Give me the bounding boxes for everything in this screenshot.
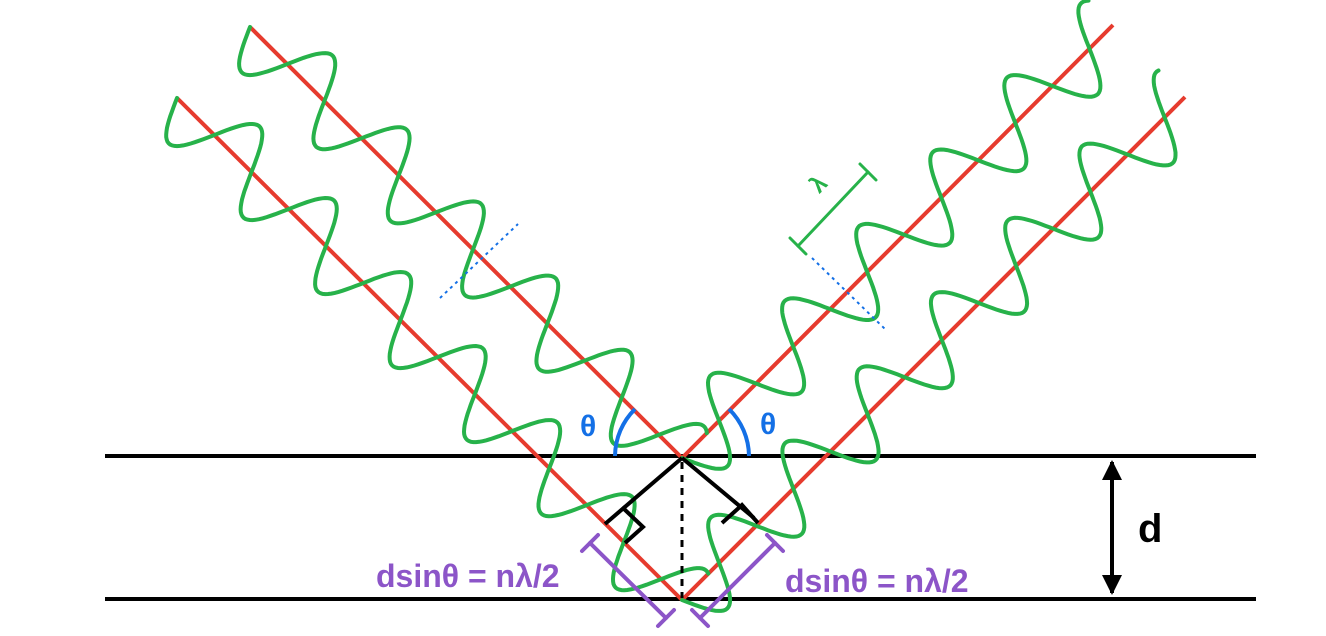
spacing-label: d — [1138, 507, 1162, 551]
theta-label-left: θ — [580, 410, 596, 443]
right-angle-right — [720, 502, 760, 525]
wavelength-label: λ — [804, 170, 833, 199]
theta-arc-right — [727, 407, 751, 457]
path-difference-label-left: dsinθ = nλ/2 — [376, 558, 560, 594]
reflected-wave-top — [680, 0, 1103, 471]
path-difference-label-right: dsinθ = nλ/2 — [785, 563, 969, 599]
perpendicular-left — [603, 456, 684, 526]
incident-wave-top — [237, 25, 709, 448]
reflected-wavefront — [811, 257, 887, 331]
reflected-wave-bottom — [680, 68, 1178, 613]
wavelength-bracket — [788, 162, 878, 256]
right-angle-left — [620, 505, 646, 545]
reflected-ray-top — [680, 23, 1115, 460]
theta-label-right: θ — [760, 408, 776, 441]
rays — [175, 23, 1187, 602]
path-bracket-left — [588, 541, 668, 620]
waves — [164, 0, 1178, 613]
path-bracket-right — [698, 541, 777, 620]
incident-ray-bottom — [175, 96, 684, 602]
incident-ray-top — [248, 25, 684, 460]
path-difference-brackets — [580, 533, 785, 628]
construction-lines — [603, 456, 760, 598]
reflected-ray-bottom — [680, 95, 1187, 602]
incident-wave-bottom — [164, 96, 711, 593]
theta-arc-left — [613, 407, 637, 457]
